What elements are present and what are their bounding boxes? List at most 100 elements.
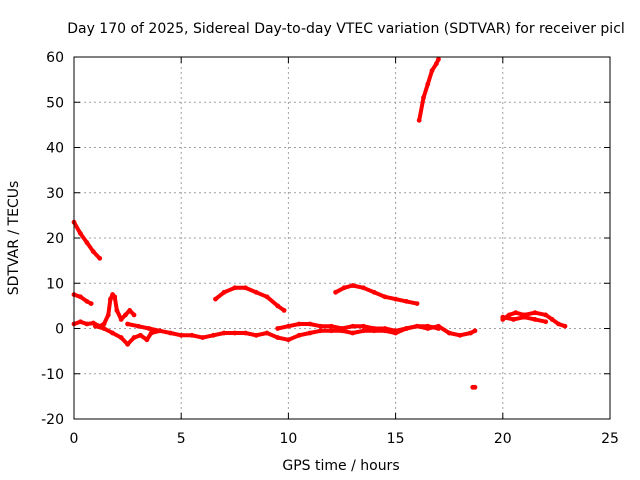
data-point: [105, 312, 111, 318]
data-point: [221, 289, 227, 295]
data-point: [429, 68, 435, 73]
data-point: [393, 328, 398, 334]
data-point: [328, 323, 334, 329]
y-tick-label: 30: [46, 186, 64, 202]
y-tick-label: 50: [46, 95, 64, 111]
data-point: [286, 323, 291, 329]
x-axis-label: GPS time / hours: [282, 458, 399, 474]
data-point: [403, 298, 409, 304]
grid: [74, 57, 610, 419]
data-point: [264, 330, 270, 336]
data-point: [468, 330, 474, 336]
data-point: [414, 323, 420, 329]
data-point: [131, 335, 137, 340]
data-point: [511, 317, 516, 322]
data-point: [101, 326, 107, 331]
data-point: [146, 326, 152, 331]
data-point: [403, 326, 409, 331]
x-tick-label: 15: [387, 431, 405, 447]
data-point: [101, 321, 107, 327]
y-tick-label: 40: [46, 141, 64, 157]
data-traces: [71, 56, 568, 390]
data-point: [125, 341, 130, 347]
data-point: [307, 321, 313, 327]
y-tick-label: -10: [41, 367, 64, 383]
data-point: [110, 330, 115, 336]
data-point: [144, 337, 150, 343]
data-point: [433, 61, 439, 67]
data-point: [296, 332, 302, 338]
data-point: [521, 314, 527, 320]
data-point: [213, 296, 218, 302]
y-tick-label: -20: [41, 412, 64, 428]
data-point: [78, 319, 83, 325]
data-point: [275, 335, 281, 340]
data-point: [243, 330, 248, 336]
data-point: [97, 255, 103, 261]
series-trace-6: [275, 322, 441, 333]
data-point: [189, 332, 195, 338]
data-point: [135, 323, 141, 329]
data-point: [253, 289, 259, 295]
data-point: [125, 321, 130, 327]
data-point: [123, 312, 128, 318]
data-point: [148, 330, 154, 336]
data-point: [318, 323, 323, 329]
data-point: [253, 332, 259, 338]
data-point: [421, 95, 426, 101]
data-point: [232, 285, 238, 291]
data-point: [93, 323, 98, 329]
data-point: [371, 289, 377, 295]
data-point: [549, 317, 555, 322]
series-trace-9: [417, 57, 441, 123]
data-point: [108, 296, 113, 302]
series-trace-4: [93, 324, 162, 347]
data-point: [393, 296, 398, 302]
data-point: [436, 56, 441, 62]
data-point: [472, 384, 478, 390]
chart-title: Day 170 of 2025, Sidereal Day-to-day VTE…: [67, 21, 625, 37]
data-point: [275, 303, 281, 309]
data-point: [543, 319, 549, 325]
data-point: [361, 328, 366, 334]
data-point: [457, 332, 463, 338]
data-point: [382, 326, 388, 331]
data-point: [361, 285, 366, 291]
data-point: [446, 330, 452, 336]
data-point: [296, 321, 302, 327]
data-point: [506, 312, 512, 318]
data-point: [114, 308, 120, 313]
data-point: [157, 328, 163, 334]
data-point: [210, 332, 216, 338]
data-point: [556, 321, 561, 327]
data-point: [532, 310, 538, 316]
y-tick-label: 0: [55, 322, 64, 338]
data-point: [84, 240, 90, 245]
data-point: [90, 249, 96, 254]
data-point: [168, 330, 173, 336]
data-point: [350, 323, 356, 329]
data-point: [416, 117, 422, 123]
data-point: [112, 294, 118, 300]
data-point: [543, 312, 549, 318]
data-point: [200, 335, 206, 340]
data-point: [78, 294, 83, 300]
data-point: [513, 310, 519, 316]
data-point: [138, 332, 143, 338]
y-axis-label: SDTVAR / TECUs: [6, 181, 22, 296]
data-point: [436, 326, 441, 331]
data-point: [118, 317, 124, 322]
y-tick-label: 10: [46, 276, 64, 292]
data-point: [221, 330, 227, 336]
data-point: [328, 328, 334, 334]
data-point: [350, 330, 356, 336]
x-tick-label: 20: [494, 431, 512, 447]
data-point: [361, 323, 366, 329]
x-tick-label: 5: [177, 431, 186, 447]
data-point: [281, 308, 287, 313]
data-point: [118, 335, 124, 340]
x-tick-label: 0: [70, 431, 79, 447]
y-tick-label: 20: [46, 231, 64, 247]
data-point: [425, 323, 431, 329]
